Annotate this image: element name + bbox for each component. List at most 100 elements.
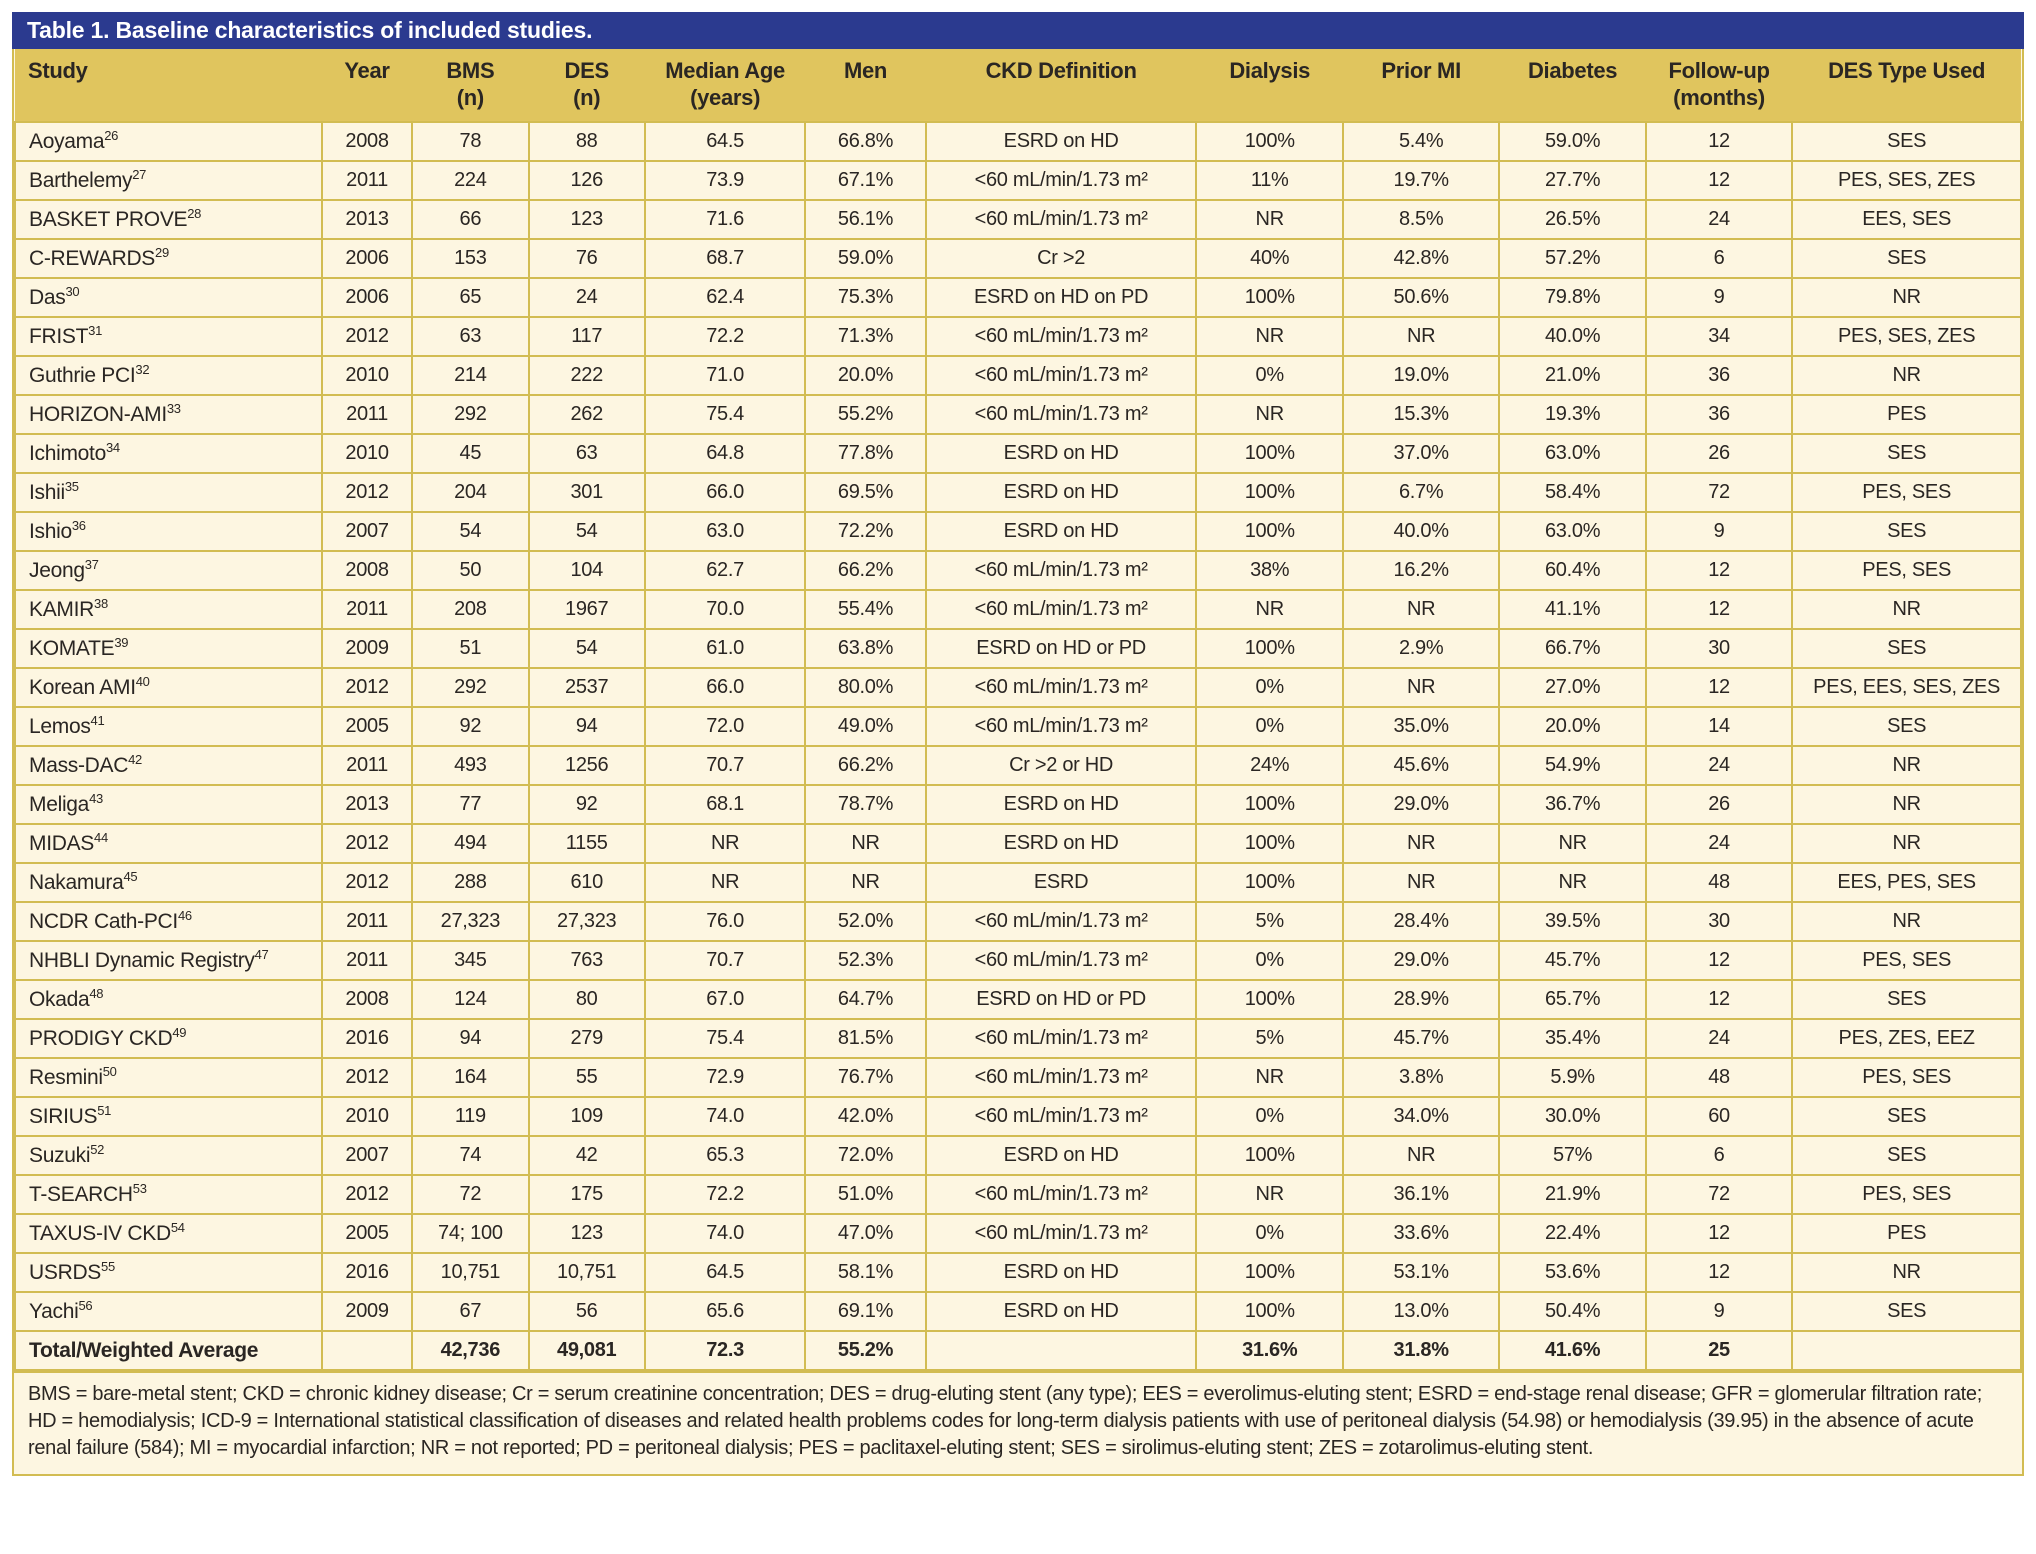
study-cell: KOMATE39 xyxy=(14,628,323,669)
column-header-dialysis: Dialysis xyxy=(1196,49,1343,122)
cell-bms: 204 xyxy=(411,472,530,513)
cell-des_type: EES, SES xyxy=(1791,199,2022,240)
cell-bms: 153 xyxy=(411,238,530,279)
study-cell: Ishio36 xyxy=(14,511,323,552)
study-cell: Lemos41 xyxy=(14,706,323,747)
cell-ckd_definition: Cr >2 or HD xyxy=(924,745,1198,786)
cell-follow_up: 24 xyxy=(1644,1018,1794,1059)
cell-median_age: 68.1 xyxy=(643,784,807,825)
cell-des: 24 xyxy=(527,277,646,318)
cell-men: 55.2% xyxy=(804,1330,927,1371)
reference-superscript: 37 xyxy=(84,556,99,572)
table-row: MIDAS44 2012 494 1155 NR NR ESRD on HD 100% NR NR… xyxy=(14,823,2022,864)
cell-dialysis: 0% xyxy=(1195,1213,1344,1254)
cell-des: 763 xyxy=(527,940,646,981)
table-row: Aoyama26 2008 78 88 64.5 66.8% ESRD on HD 100% 5… xyxy=(14,121,2022,162)
cell-prior_mi: 37.0% xyxy=(1341,433,1501,474)
study-cell: Meliga43 xyxy=(14,784,323,825)
table-row: Mass-DAC42 2011 493 1256 70.7 66.2% Cr >2 or H… xyxy=(14,745,2022,786)
cell-follow_up: 60 xyxy=(1644,1096,1794,1137)
cell-median_age: 65.3 xyxy=(643,1135,807,1176)
study-cell: SIRIUS51 xyxy=(14,1096,323,1137)
cell-des: 301 xyxy=(527,472,646,513)
cell-year: 2008 xyxy=(320,121,414,162)
cell-des: 262 xyxy=(527,394,646,435)
table-figure: Table 1. Baseline characteristics of inc… xyxy=(12,12,2024,1476)
column-header-label: CKD Definition xyxy=(985,58,1137,83)
cell-bms: 164 xyxy=(411,1057,530,1098)
cell-men: 47.0% xyxy=(804,1213,927,1254)
reference-superscript: 53 xyxy=(132,1180,147,1196)
cell-ckd_definition: ESRD on HD or PD xyxy=(924,628,1198,669)
table-row: C-REWARDS29 2006 153 76 68.7 59.0% Cr >2 40% 42.… xyxy=(14,238,2022,279)
cell-des_type: SES xyxy=(1791,706,2022,747)
cell-median_age: 66.0 xyxy=(643,472,807,513)
cell-prior_mi: 31.8% xyxy=(1341,1330,1501,1371)
cell-men: 52.3% xyxy=(804,940,927,981)
cell-diabetes: NR xyxy=(1498,862,1647,903)
column-header-label: Year xyxy=(344,58,390,83)
cell-ckd_definition: <60 mL/min/1.73 m² xyxy=(924,589,1198,630)
cell-ckd_definition: ESRD on HD or PD xyxy=(924,979,1198,1020)
cell-bms: 208 xyxy=(411,589,530,630)
cell-ckd_definition: ESRD on HD xyxy=(924,1252,1198,1293)
cell-bms: 119 xyxy=(411,1096,530,1137)
reference-superscript: 47 xyxy=(254,946,269,962)
cell-follow_up: 48 xyxy=(1644,862,1794,903)
study-cell: C-REWARDS29 xyxy=(14,238,323,279)
cell-median_age: 75.4 xyxy=(643,394,807,435)
study-cell: PRODIGY CKD49 xyxy=(14,1018,323,1059)
cell-follow_up: 72 xyxy=(1644,472,1794,513)
cell-des_type xyxy=(1791,1330,2022,1371)
table-row: NCDR Cath-PCI46 2011 27,323 27,323 76.0 52.0%… xyxy=(14,901,2022,942)
column-header-follow_up: Follow-up (months) xyxy=(1645,49,1793,122)
cell-bms: 63 xyxy=(411,316,530,357)
cell-median_age: 72.2 xyxy=(643,316,807,357)
cell-des_type: NR xyxy=(1791,277,2022,318)
cell-ckd_definition: <60 mL/min/1.73 m² xyxy=(924,667,1198,708)
cell-follow_up: 6 xyxy=(1644,1135,1794,1176)
cell-prior_mi: 42.8% xyxy=(1341,238,1501,279)
cell-year: 2011 xyxy=(320,940,414,981)
cell-men: 76.7% xyxy=(804,1057,927,1098)
header-row: Study Year BMS (n) DES (n) Median Age (years) Me… xyxy=(15,49,2021,122)
table-title: Table 1. Baseline characteristics of inc… xyxy=(12,12,2024,49)
cell-des: 126 xyxy=(527,160,646,201)
cell-ckd_definition: <60 mL/min/1.73 m² xyxy=(924,160,1198,201)
column-header-des: DES (n) xyxy=(528,49,645,122)
cell-bms: 65 xyxy=(411,277,530,318)
cell-diabetes: 58.4% xyxy=(1498,472,1647,513)
cell-men: 75.3% xyxy=(804,277,927,318)
cell-prior_mi: 35.0% xyxy=(1341,706,1501,747)
table-row: KOMATE39 2009 51 54 61.0 63.8% ESRD on HD or P… xyxy=(14,628,2022,669)
cell-dialysis: 0% xyxy=(1195,1096,1344,1137)
cell-year: 2012 xyxy=(320,472,414,513)
cell-des: 117 xyxy=(527,316,646,357)
cell-bms: 72 xyxy=(411,1174,530,1215)
table-row: BASKET PROVE28 2013 66 123 71.6 56.1% <60 mL/m… xyxy=(14,199,2022,240)
cell-ckd_definition: <60 mL/min/1.73 m² xyxy=(924,940,1198,981)
cell-diabetes: 66.7% xyxy=(1498,628,1647,669)
study-cell: Barthelemy27 xyxy=(14,160,323,201)
cell-diabetes: 53.6% xyxy=(1498,1252,1647,1293)
table-row: Okada48 2008 124 80 67.0 64.7% ESRD on HD or P… xyxy=(14,979,2022,1020)
study-cell: HORIZON-AMI33 xyxy=(14,394,323,435)
cell-year: 2006 xyxy=(320,277,414,318)
cell-des_type: PES, SES xyxy=(1791,472,2022,513)
study-cell: BASKET PROVE28 xyxy=(14,199,323,240)
cell-diabetes: 20.0% xyxy=(1498,706,1647,747)
reference-superscript: 28 xyxy=(187,205,202,221)
cell-ckd_definition: <60 mL/min/1.73 m² xyxy=(924,1057,1198,1098)
cell-dialysis: 100% xyxy=(1195,979,1344,1020)
table-row: SIRIUS51 2010 119 109 74.0 42.0% <60 mL/min/1.… xyxy=(14,1096,2022,1137)
cell-men: NR xyxy=(804,823,927,864)
cell-prior_mi: 29.0% xyxy=(1341,940,1501,981)
cell-median_age: 72.2 xyxy=(643,1174,807,1215)
reference-superscript: 46 xyxy=(177,907,192,923)
study-cell: Total/Weighted Average xyxy=(14,1330,323,1371)
cell-follow_up: 9 xyxy=(1644,277,1794,318)
cell-bms: 27,323 xyxy=(411,901,530,942)
cell-ckd_definition: ESRD on HD xyxy=(924,784,1198,825)
cell-diabetes: 22.4% xyxy=(1498,1213,1647,1254)
study-cell: NCDR Cath-PCI46 xyxy=(14,901,323,942)
